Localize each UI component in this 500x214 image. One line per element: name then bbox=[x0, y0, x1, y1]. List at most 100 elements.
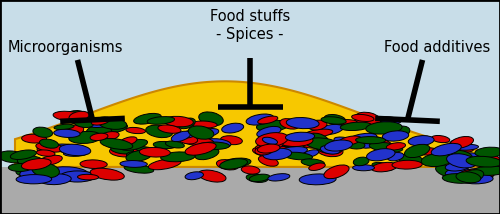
Ellipse shape bbox=[126, 150, 152, 162]
Ellipse shape bbox=[119, 137, 137, 146]
Ellipse shape bbox=[460, 170, 483, 183]
Ellipse shape bbox=[126, 152, 148, 160]
Ellipse shape bbox=[178, 118, 196, 129]
Ellipse shape bbox=[442, 174, 477, 183]
Ellipse shape bbox=[258, 116, 278, 124]
Ellipse shape bbox=[446, 154, 476, 168]
Ellipse shape bbox=[456, 144, 478, 150]
Ellipse shape bbox=[98, 118, 126, 129]
Ellipse shape bbox=[52, 144, 84, 153]
Ellipse shape bbox=[256, 120, 288, 132]
Ellipse shape bbox=[185, 143, 216, 155]
Ellipse shape bbox=[324, 114, 346, 124]
Ellipse shape bbox=[38, 174, 71, 185]
Text: Food stuffs
- Spices -: Food stuffs - Spices - bbox=[210, 9, 290, 43]
Ellipse shape bbox=[266, 135, 302, 147]
Ellipse shape bbox=[120, 140, 148, 150]
Ellipse shape bbox=[192, 121, 217, 128]
Text: Food additives: Food additives bbox=[384, 40, 490, 55]
Ellipse shape bbox=[69, 111, 89, 121]
Ellipse shape bbox=[198, 129, 219, 137]
Ellipse shape bbox=[382, 131, 408, 141]
Ellipse shape bbox=[266, 137, 293, 151]
Ellipse shape bbox=[252, 147, 287, 158]
Ellipse shape bbox=[78, 174, 98, 180]
Ellipse shape bbox=[158, 125, 181, 133]
Ellipse shape bbox=[334, 137, 357, 146]
Text: Microorganisms: Microorganisms bbox=[7, 40, 123, 55]
Ellipse shape bbox=[444, 148, 468, 161]
Ellipse shape bbox=[108, 140, 124, 148]
Ellipse shape bbox=[301, 141, 322, 148]
Ellipse shape bbox=[202, 139, 231, 148]
Ellipse shape bbox=[36, 143, 64, 152]
Ellipse shape bbox=[378, 117, 401, 124]
Ellipse shape bbox=[436, 165, 464, 178]
Ellipse shape bbox=[64, 111, 85, 122]
Ellipse shape bbox=[306, 138, 340, 150]
Ellipse shape bbox=[398, 154, 422, 165]
Ellipse shape bbox=[64, 150, 87, 156]
Ellipse shape bbox=[90, 133, 108, 141]
Ellipse shape bbox=[54, 129, 80, 137]
Ellipse shape bbox=[80, 160, 107, 168]
Ellipse shape bbox=[60, 144, 91, 156]
Ellipse shape bbox=[52, 167, 88, 177]
Ellipse shape bbox=[386, 143, 406, 150]
Ellipse shape bbox=[8, 154, 35, 162]
Ellipse shape bbox=[148, 159, 181, 170]
Ellipse shape bbox=[446, 167, 468, 176]
Ellipse shape bbox=[10, 150, 36, 159]
Ellipse shape bbox=[38, 155, 62, 165]
Ellipse shape bbox=[360, 137, 380, 148]
Ellipse shape bbox=[360, 137, 382, 144]
Ellipse shape bbox=[54, 124, 74, 129]
Ellipse shape bbox=[220, 136, 242, 145]
Ellipse shape bbox=[154, 141, 176, 149]
Ellipse shape bbox=[372, 162, 398, 172]
Ellipse shape bbox=[22, 134, 46, 143]
Ellipse shape bbox=[366, 122, 402, 134]
Ellipse shape bbox=[241, 166, 260, 174]
Ellipse shape bbox=[37, 142, 58, 153]
Ellipse shape bbox=[33, 127, 52, 137]
Ellipse shape bbox=[446, 162, 470, 171]
Ellipse shape bbox=[88, 119, 115, 128]
Ellipse shape bbox=[366, 149, 395, 161]
Ellipse shape bbox=[106, 123, 121, 130]
Ellipse shape bbox=[321, 117, 346, 124]
Ellipse shape bbox=[112, 124, 128, 132]
Ellipse shape bbox=[463, 169, 493, 180]
Ellipse shape bbox=[255, 142, 283, 151]
Ellipse shape bbox=[8, 163, 32, 171]
Ellipse shape bbox=[299, 174, 336, 185]
Ellipse shape bbox=[431, 143, 462, 156]
Ellipse shape bbox=[181, 130, 198, 138]
Ellipse shape bbox=[110, 146, 134, 154]
Ellipse shape bbox=[286, 132, 314, 141]
Ellipse shape bbox=[318, 124, 344, 135]
Ellipse shape bbox=[90, 168, 124, 180]
Ellipse shape bbox=[392, 160, 422, 169]
Ellipse shape bbox=[74, 119, 94, 128]
Ellipse shape bbox=[160, 152, 195, 162]
Ellipse shape bbox=[166, 141, 184, 148]
Ellipse shape bbox=[308, 163, 326, 171]
Ellipse shape bbox=[372, 162, 394, 170]
Ellipse shape bbox=[198, 112, 224, 126]
Ellipse shape bbox=[164, 116, 194, 127]
Ellipse shape bbox=[324, 165, 349, 179]
Ellipse shape bbox=[352, 114, 374, 122]
Ellipse shape bbox=[185, 172, 204, 180]
Ellipse shape bbox=[458, 173, 493, 184]
Ellipse shape bbox=[20, 166, 54, 178]
Ellipse shape bbox=[466, 156, 500, 167]
Ellipse shape bbox=[277, 134, 313, 147]
Ellipse shape bbox=[473, 166, 500, 175]
Ellipse shape bbox=[69, 131, 102, 144]
Ellipse shape bbox=[263, 148, 292, 160]
Ellipse shape bbox=[146, 125, 172, 138]
Ellipse shape bbox=[60, 171, 95, 182]
Ellipse shape bbox=[110, 147, 138, 157]
Ellipse shape bbox=[64, 125, 84, 135]
